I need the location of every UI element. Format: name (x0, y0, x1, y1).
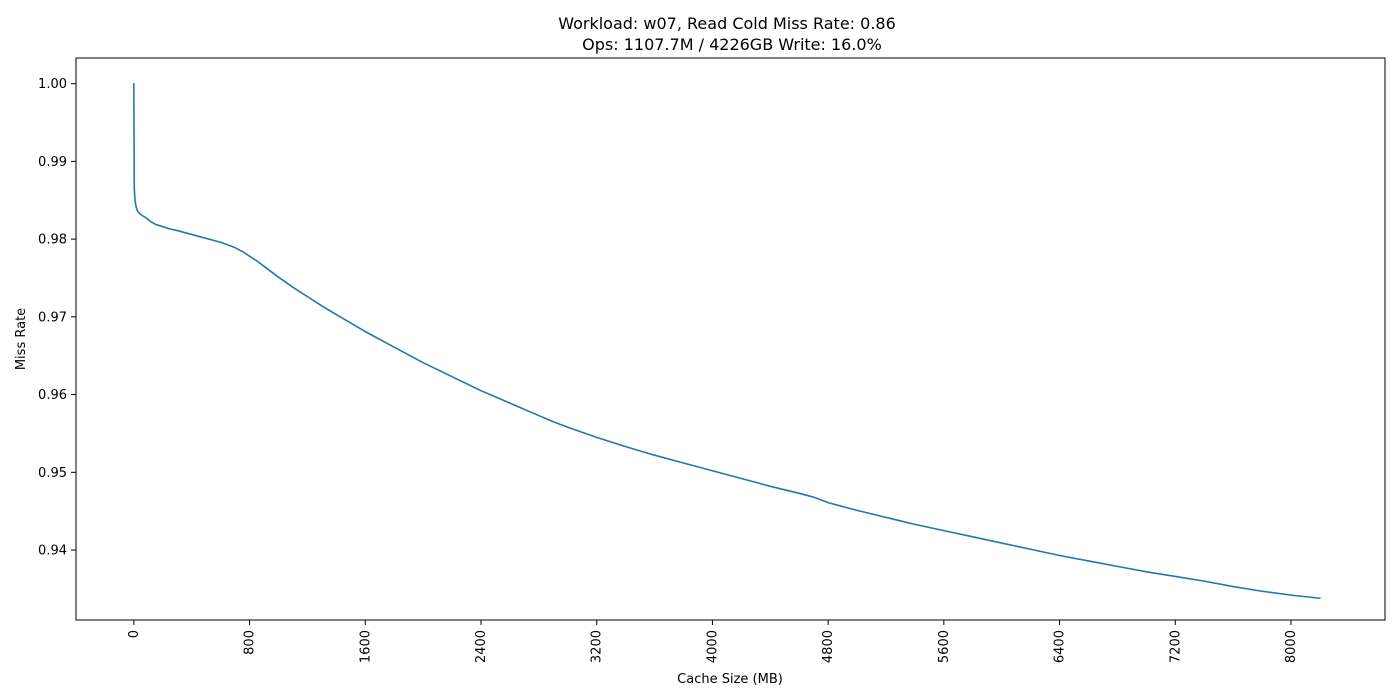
x-tick-label: 6400 (1053, 630, 1068, 663)
chart-title-line-1: Workload: w07, Read Cold Miss Rate: 0.86 (558, 14, 896, 33)
chart-title-line-2: Ops: 1107.7M / 4226GB Write: 16.0% (582, 35, 882, 54)
y-tick-label: 0.95 (38, 466, 67, 481)
x-tick-label: 2400 (474, 630, 489, 663)
series-layer (133, 82, 1321, 600)
x-tick-label: 4000 (705, 630, 720, 663)
y-tick-label: 0.98 (38, 233, 67, 248)
x-axis-label: Cache Size (MB) (677, 672, 783, 687)
plot-area-frame (75, 57, 1386, 621)
y-tick-label: 0.96 (38, 388, 67, 403)
x-axis-ticks: 0 800 1600 2400 3200 4000 4800 5600 6400 7200 8000 (127, 620, 1299, 663)
y-tick-label: 0.97 (38, 310, 67, 325)
y-tick-label: 1.00 (38, 77, 67, 92)
x-tick-label: 3200 (590, 630, 605, 663)
miss-rate-series-line (133, 82, 1321, 600)
x-tick-label: 0 (127, 630, 142, 638)
y-axis-ticks: 0.94 0.95 0.96 0.97 0.98 0.99 1.00 (38, 77, 76, 559)
y-tick-label: 0.94 (38, 544, 67, 559)
x-tick-label: 7200 (1168, 630, 1183, 663)
x-tick-label: 5600 (937, 630, 952, 663)
x-tick-label: 8000 (1284, 630, 1299, 663)
x-tick-label: 800 (243, 630, 258, 655)
y-axis-label: Miss Rate (14, 308, 29, 370)
x-tick-label: 4800 (821, 630, 836, 663)
x-tick-label: 1600 (358, 630, 373, 663)
y-tick-label: 0.99 (38, 155, 67, 170)
